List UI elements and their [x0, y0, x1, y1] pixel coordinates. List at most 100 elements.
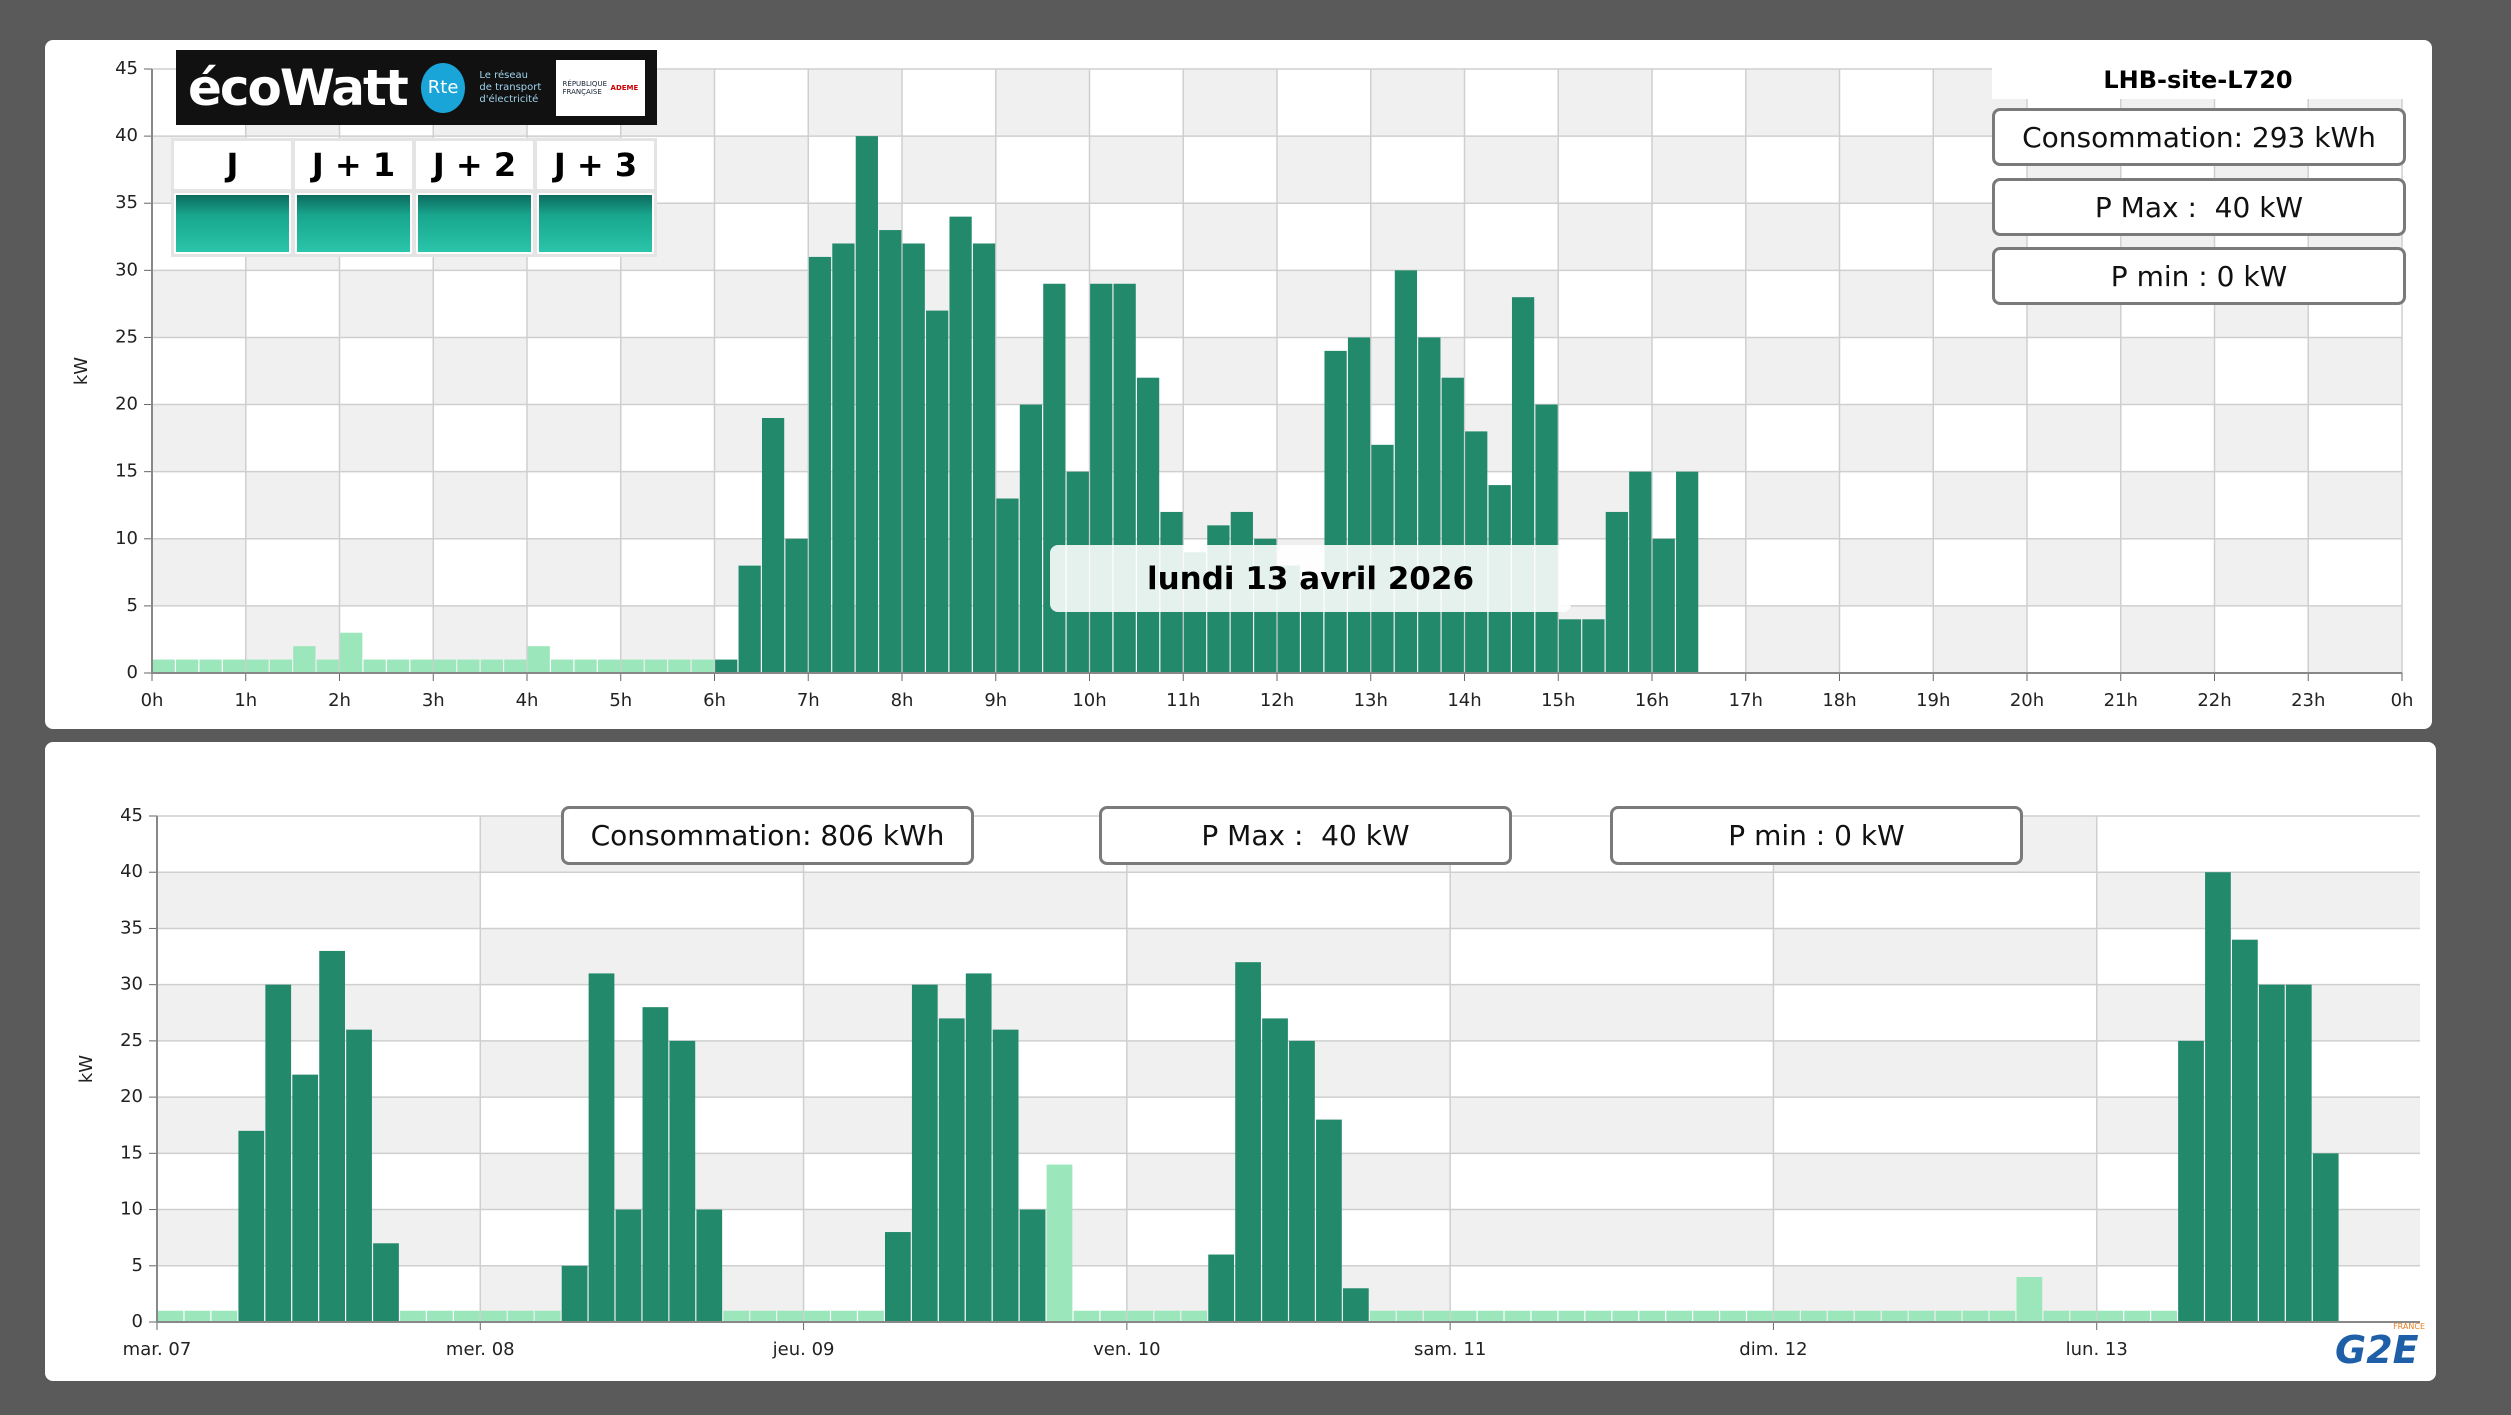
y-tick-label: 15: [115, 461, 138, 482]
bar: [715, 660, 737, 673]
bar: [223, 660, 245, 673]
bar: [1114, 284, 1136, 673]
bar: [1047, 1165, 1073, 1322]
y-tick-label: 30: [120, 974, 143, 995]
plot-cell: [1652, 69, 1746, 136]
bar: [2286, 985, 2312, 1322]
y-axis-label: kW: [76, 1055, 97, 1083]
plot-cell: [1450, 872, 1773, 928]
plot-cell: [152, 337, 246, 404]
plot-cell: [808, 69, 902, 136]
day-signal: [537, 193, 654, 254]
bar: [1418, 337, 1440, 673]
bar: [1395, 270, 1417, 673]
g2e-brand: G2E: [2335, 1328, 2419, 1372]
x-tick-label: mar. 07: [123, 1339, 192, 1360]
plot-cell: [2097, 985, 2420, 1041]
bar: [481, 1311, 507, 1322]
bar: [340, 633, 362, 673]
bar: [1559, 619, 1581, 673]
x-tick-label: 12h: [1260, 690, 1294, 711]
bar: [879, 230, 901, 673]
plot-cell: [152, 472, 246, 539]
ecowatt-brand: écoWatt: [188, 59, 407, 117]
bar: [1181, 1311, 1207, 1322]
day-label: J: [174, 141, 291, 189]
bar: [1512, 297, 1534, 673]
plot-cell: [1450, 985, 1773, 1041]
bar: [1316, 1120, 1342, 1322]
plot-cell: [1371, 69, 1465, 136]
bar: [1370, 1311, 1396, 1322]
bar: [317, 660, 339, 673]
bar: [1990, 1311, 2016, 1322]
plot-cell: [1746, 270, 1840, 337]
plot-cell: [2027, 606, 2121, 673]
plot-cell: [157, 1153, 480, 1209]
plot-cell: [246, 539, 340, 606]
plot-cell: [246, 270, 340, 337]
bar: [364, 660, 386, 673]
bar: [1532, 1311, 1558, 1322]
plot-cell: [1465, 337, 1559, 404]
bar: [1074, 1311, 1100, 1322]
x-tick-label: mer. 08: [446, 1339, 515, 1360]
bar: [1559, 1311, 1585, 1322]
plot-cell: [246, 405, 340, 472]
bar: [158, 1311, 184, 1322]
plot-cell: [1746, 69, 1840, 136]
plot-cell: [1277, 136, 1371, 203]
bar: [643, 1007, 669, 1322]
y-tick-label: 10: [115, 528, 138, 549]
bar: [2259, 985, 2285, 1322]
plot-cell: [480, 1041, 803, 1097]
bar: [1582, 619, 1604, 673]
republic: RÉPUBLIQUE FRANÇAISE: [563, 80, 607, 96]
x-tick-label: 21h: [2104, 690, 2138, 711]
bar: [528, 646, 550, 673]
x-tick-label: 22h: [2197, 690, 2231, 711]
bar: [1693, 1311, 1719, 1322]
plot-cell: [621, 472, 715, 539]
plot-cell: [2215, 337, 2309, 404]
bar: [621, 660, 643, 673]
bar: [903, 243, 925, 673]
day-pmax: P Max : 40 kW: [1992, 178, 2406, 236]
bar: [750, 1311, 776, 1322]
plot-cell: [1465, 270, 1559, 337]
plot-cell: [340, 539, 434, 606]
plot-cell: [902, 69, 996, 136]
plot-cell: [480, 985, 803, 1041]
bar: [319, 951, 345, 1322]
bar: [616, 1210, 642, 1322]
x-tick-label: 14h: [1447, 690, 1481, 711]
y-tick-label: 20: [115, 394, 138, 415]
plot-cell: [2097, 1041, 2420, 1097]
plot-cell: [715, 472, 809, 539]
bar: [574, 660, 596, 673]
date-tooltip: lundi 13 avril 2026: [1050, 545, 1571, 612]
bar: [669, 1041, 695, 1322]
plot-cell: [1933, 539, 2027, 606]
x-tick-label: dim. 12: [1739, 1339, 1807, 1360]
bar: [535, 1311, 561, 1322]
plot-cell: [1746, 539, 1840, 606]
plot-cell: [1773, 1210, 2096, 1266]
bar: [1505, 1311, 1531, 1322]
plot-cell: [1773, 872, 2096, 928]
week-pmax: P Max : 40 kW: [1099, 806, 1512, 865]
plot-cell: [1277, 69, 1371, 136]
bar: [238, 1131, 264, 1322]
bar: [785, 539, 807, 673]
plot-cell: [2097, 928, 2420, 984]
rte-logo: Rte: [421, 63, 466, 113]
x-tick-label: 17h: [1729, 690, 1763, 711]
plot-cell: [340, 472, 434, 539]
plot-cell: [1558, 405, 1652, 472]
y-tick-label: 0: [127, 662, 138, 683]
bar: [1666, 1311, 1692, 1322]
plot-cell: [715, 69, 809, 136]
plot-cell: [157, 928, 480, 984]
plot-cell: [1652, 270, 1746, 337]
plot-cell: [804, 872, 1127, 928]
